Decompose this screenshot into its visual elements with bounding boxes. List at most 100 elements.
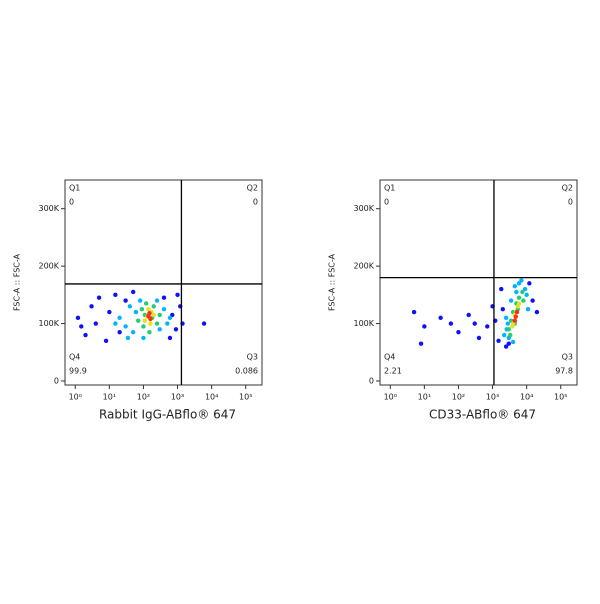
quadrant-value: 99.9 — [69, 367, 87, 376]
event-point — [456, 329, 461, 335]
event-point — [75, 315, 81, 321]
event-point — [505, 321, 510, 326]
y-tick-label: 0 — [369, 376, 374, 385]
event-point — [96, 295, 102, 300]
x-tick-label: 10⁴ — [205, 393, 218, 402]
event-point — [137, 298, 143, 303]
quadrant-value: 0 — [568, 198, 573, 207]
event-point — [525, 307, 531, 312]
event-point — [506, 341, 512, 346]
event-point — [438, 315, 443, 321]
event-point — [411, 309, 417, 315]
event-point — [508, 332, 513, 338]
event-point — [514, 289, 519, 295]
event-point — [476, 335, 482, 341]
x-tick-label: 10² — [452, 393, 465, 402]
event-point — [154, 321, 160, 326]
event-point — [146, 307, 151, 312]
quadrant-name: Q2 — [562, 184, 573, 193]
event-point — [499, 286, 504, 292]
event-point — [161, 295, 167, 300]
y-axis-title: FSC-A :: FSC-A — [328, 253, 337, 311]
x-tick-label: 10⁴ — [520, 393, 533, 402]
event-point — [147, 329, 152, 335]
event-point — [148, 321, 153, 326]
event-point — [127, 304, 133, 309]
quadrant-name: Q4 — [384, 353, 395, 362]
event-point — [167, 335, 173, 341]
event-point — [133, 309, 139, 315]
event-point — [79, 324, 84, 329]
event-point — [151, 304, 156, 309]
event-point — [506, 327, 512, 332]
x-tick-label: 10⁰ — [384, 393, 397, 402]
event-point — [510, 324, 515, 329]
quadrant-value: 0 — [253, 198, 258, 207]
event-point — [485, 324, 490, 329]
event-point — [151, 312, 156, 318]
event-point — [448, 321, 454, 326]
event-point — [83, 332, 88, 338]
x-tick-label: 10⁵ — [239, 393, 252, 402]
event-point — [103, 338, 109, 343]
event-point — [201, 321, 207, 326]
y-tick-label: 300K — [353, 204, 374, 213]
quadrant-name: Q3 — [247, 353, 258, 362]
plot-panel: 10⁰ 10¹ 10² 10³ 10⁴ 10⁵ 0 100K 200K 300K Q1 0 Q2 0 Q3 0… — [13, 179, 263, 422]
event-point — [510, 339, 516, 345]
event-point — [157, 312, 162, 318]
event-point — [514, 309, 520, 315]
x-tick-label: 10¹ — [103, 393, 116, 402]
x-tick-label: 10⁵ — [554, 393, 567, 402]
quadrant-value: 0 — [384, 198, 389, 207]
event-point — [93, 321, 98, 326]
event-point — [418, 341, 424, 346]
event-point — [142, 318, 148, 323]
plot-frame — [64, 179, 263, 386]
event-point — [524, 292, 529, 298]
event-point — [130, 329, 136, 335]
quadrant-value: 0.086 — [235, 367, 258, 376]
event-point — [167, 315, 173, 321]
quadrant-name: Q3 — [562, 353, 573, 362]
quadrant-name: Q1 — [384, 184, 395, 193]
event-point — [496, 338, 501, 343]
quadrant-name: Q4 — [69, 353, 80, 362]
y-tick-label: 200K — [353, 262, 374, 271]
event-point — [519, 278, 524, 283]
y-tick-label: 300K — [38, 204, 59, 213]
event-point — [154, 298, 160, 303]
plot-panel: 10⁰ 10¹ 10² 10³ 10⁴ 10⁵ 0 100K 200K 300K Q1 0 Q2 0 Q3 9… — [328, 179, 578, 422]
quadrant-value: 0 — [69, 198, 74, 207]
event-point — [466, 312, 471, 318]
event-point — [472, 321, 477, 326]
event-point — [502, 332, 507, 338]
event-point — [173, 327, 179, 332]
event-point — [520, 289, 525, 295]
event-point — [89, 304, 94, 309]
event-point — [141, 324, 146, 329]
event-point — [135, 318, 141, 323]
event-point — [117, 329, 122, 335]
event-point — [139, 307, 145, 312]
y-tick-label: 200K — [38, 262, 59, 271]
event-point — [113, 292, 118, 298]
quadrant-name: Q2 — [247, 184, 258, 193]
event-point — [117, 315, 122, 321]
x-axis-title: Rabbit IgG-ABflo® 647 — [99, 408, 236, 422]
event-point — [113, 321, 118, 326]
y-tick-label: 100K — [353, 319, 374, 328]
event-point — [534, 309, 540, 315]
event-point — [516, 301, 522, 306]
y-tick-label: 100K — [38, 319, 59, 328]
plot-frame — [379, 179, 578, 386]
event-point — [512, 318, 518, 323]
event-point — [422, 324, 427, 329]
x-tick-label: 10¹ — [418, 393, 431, 402]
event-point — [123, 298, 128, 303]
event-point — [522, 286, 528, 292]
event-point — [161, 307, 167, 312]
event-point — [147, 311, 152, 316]
